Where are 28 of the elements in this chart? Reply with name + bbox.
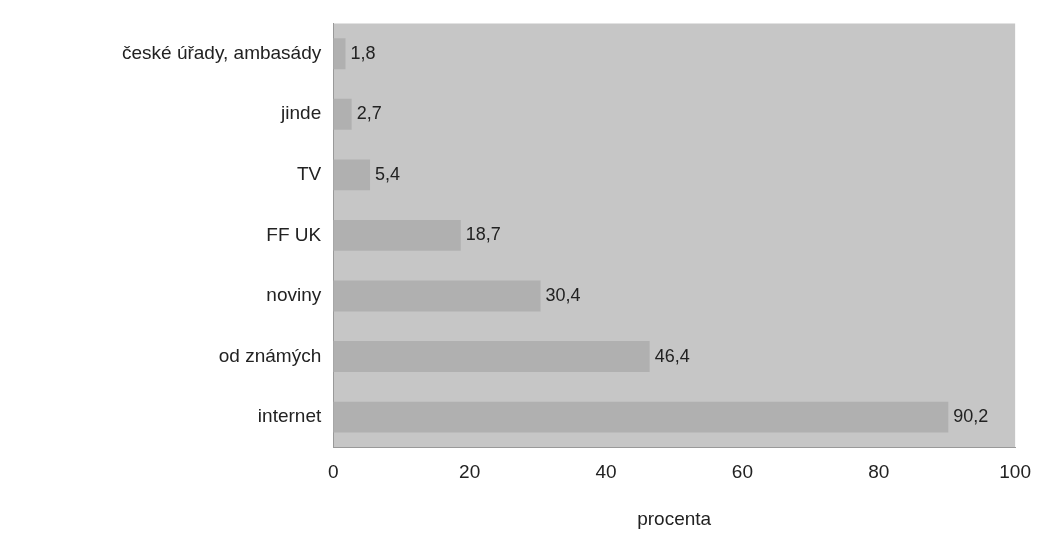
- data-label: 30,4: [545, 284, 581, 305]
- bar: [333, 38, 346, 70]
- y-tick-label: noviny: [266, 284, 322, 306]
- y-tick-label: jinde: [280, 102, 322, 124]
- x-tick-label: 0: [327, 461, 339, 483]
- bar: [333, 280, 541, 312]
- bar: [333, 98, 352, 130]
- bar: [333, 341, 650, 372]
- data-label: 46,4: [654, 345, 690, 366]
- bar: [333, 219, 461, 251]
- y-tick-label: FF UK: [266, 223, 322, 245]
- y-tick-label: internet: [257, 405, 322, 427]
- x-tick-label: 60: [731, 461, 753, 483]
- y-tick-label: od známých: [218, 344, 322, 366]
- data-label: 5,4: [375, 163, 401, 184]
- data-label: 2,7: [356, 103, 382, 124]
- x-axis-title: procenta: [637, 507, 712, 529]
- data-label: 90,2: [953, 406, 989, 427]
- data-label: 18,7: [465, 224, 501, 245]
- x-tick-label: 20: [459, 461, 481, 483]
- y-tick-label: TV: [296, 163, 322, 185]
- x-tick-label: 80: [868, 461, 890, 483]
- y-tick-label: české úřady, ambasády: [122, 41, 322, 63]
- data-label: 1,8: [350, 42, 376, 63]
- x-tick-label: 40: [595, 461, 617, 483]
- bar: [333, 401, 949, 433]
- bar: [333, 159, 371, 191]
- x-tick-label: 100: [999, 461, 1031, 483]
